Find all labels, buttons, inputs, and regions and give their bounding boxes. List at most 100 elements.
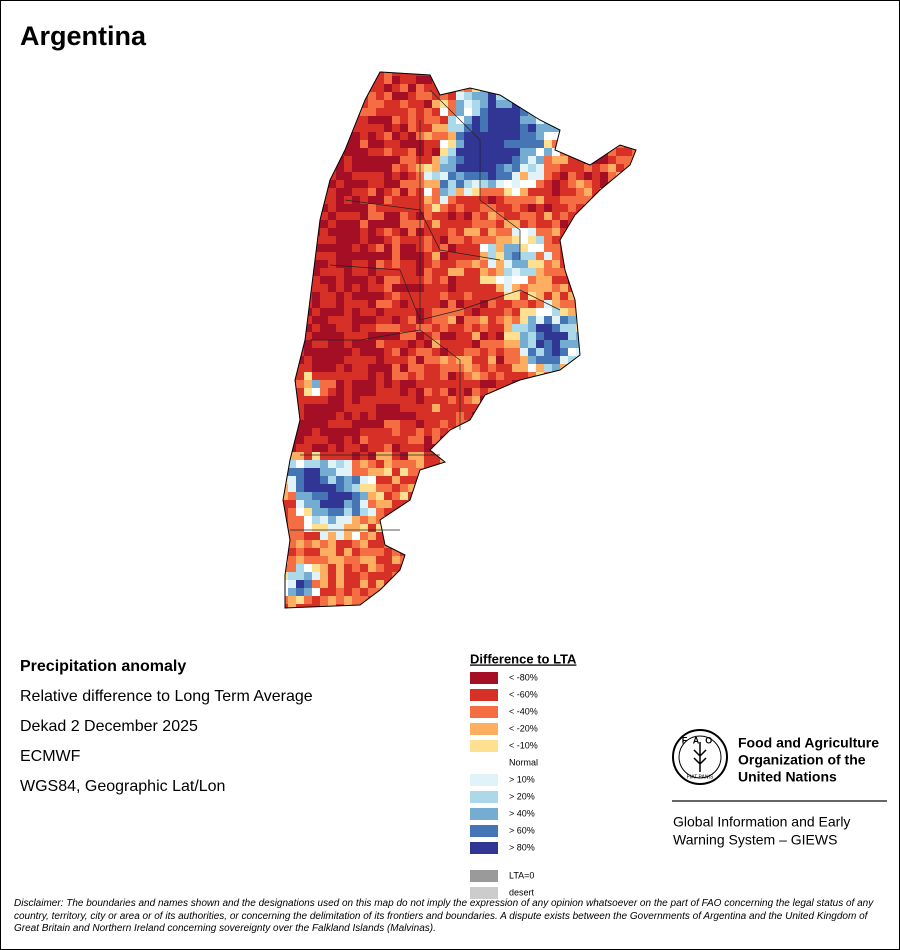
raster-cell (440, 164, 448, 172)
raster-cell (496, 316, 504, 324)
raster-cell (472, 292, 480, 300)
raster-cell (520, 524, 528, 532)
raster-cell (424, 524, 432, 532)
raster-cell (320, 364, 328, 372)
raster-cell (360, 452, 368, 460)
raster-cell (472, 604, 480, 608)
raster-cell (464, 236, 472, 244)
raster-cell (424, 116, 432, 124)
raster-cell (288, 188, 296, 196)
raster-cell (632, 108, 636, 116)
raster-cell (376, 156, 384, 164)
raster-cell (304, 108, 312, 116)
raster-cell (544, 500, 552, 508)
raster-cell (424, 540, 432, 548)
raster-cell (320, 524, 328, 532)
raster-cell (376, 364, 384, 372)
raster-cell (448, 604, 456, 608)
raster-cell (552, 132, 560, 140)
raster-cell (616, 436, 624, 444)
raster-cell (432, 468, 440, 476)
raster-cell (568, 500, 576, 508)
raster-cell (504, 508, 512, 516)
raster-cell (624, 452, 632, 460)
raster-cell (456, 164, 464, 172)
raster-cell (352, 284, 360, 292)
raster-cell (480, 460, 488, 468)
raster-cell (560, 108, 568, 116)
raster-cell (472, 588, 480, 596)
raster-cell (480, 332, 488, 340)
raster-cell (328, 196, 336, 204)
raster-cell (480, 500, 488, 508)
raster-cell (432, 132, 440, 140)
raster-cell (616, 188, 624, 196)
raster-cell (536, 508, 544, 516)
raster-cell (496, 564, 504, 572)
raster-cell (536, 220, 544, 228)
raster-cell (288, 92, 296, 100)
raster-cell (432, 116, 440, 124)
raster-cell (352, 76, 360, 84)
raster-cell (432, 460, 440, 468)
raster-cell (376, 100, 384, 108)
raster-cell (384, 356, 392, 364)
raster-cell (352, 316, 360, 324)
raster-cell (344, 476, 352, 484)
raster-cell (432, 228, 440, 236)
raster-cell (432, 348, 440, 356)
raster-cell (344, 220, 352, 228)
raster-cell (336, 108, 344, 116)
raster-cell (400, 476, 408, 484)
raster-cell (392, 180, 400, 188)
raster-cell (336, 372, 344, 380)
raster-cell (283, 340, 288, 348)
raster-cell (283, 220, 288, 228)
raster-cell (520, 164, 528, 172)
raster-cell (608, 468, 616, 476)
raster-cell (392, 404, 400, 412)
raster-cell (528, 316, 536, 324)
raster-cell (352, 364, 360, 372)
raster-cell (496, 92, 504, 100)
raster-cell (624, 428, 632, 436)
raster-cell (368, 604, 376, 608)
raster-cell (616, 412, 624, 420)
raster-cell (584, 500, 592, 508)
raster-cell (392, 332, 400, 340)
raster-cell (312, 388, 320, 396)
raster-cell (568, 156, 576, 164)
raster-cell (568, 72, 576, 76)
raster-cell (496, 460, 504, 468)
legend-swatch (470, 740, 498, 752)
raster-cell (320, 444, 328, 452)
raster-cell (600, 124, 608, 132)
raster-cell (288, 364, 296, 372)
raster-cell (392, 388, 400, 396)
raster-cell (512, 276, 520, 284)
raster-cell (336, 332, 344, 340)
raster-cell (520, 72, 528, 76)
raster-cell (432, 580, 440, 588)
raster-cell (624, 316, 632, 324)
raster-cell (488, 452, 496, 460)
raster-cell (528, 452, 536, 460)
raster-cell (528, 148, 536, 156)
raster-cell (480, 124, 488, 132)
raster-cell (504, 348, 512, 356)
raster-cell (400, 420, 408, 428)
raster-cell (400, 196, 408, 204)
raster-cell (600, 444, 608, 452)
raster-cell (552, 292, 560, 300)
raster-cell (592, 308, 600, 316)
raster-cell (584, 212, 592, 220)
raster-cell (456, 572, 464, 580)
raster-cell (544, 156, 552, 164)
raster-cell (584, 476, 592, 484)
raster-cell (616, 124, 624, 132)
raster-cell (344, 436, 352, 444)
org-name: Food and Agriculture (738, 735, 879, 751)
raster-cell (352, 388, 360, 396)
raster-cell (344, 556, 352, 564)
raster-cell (392, 148, 400, 156)
